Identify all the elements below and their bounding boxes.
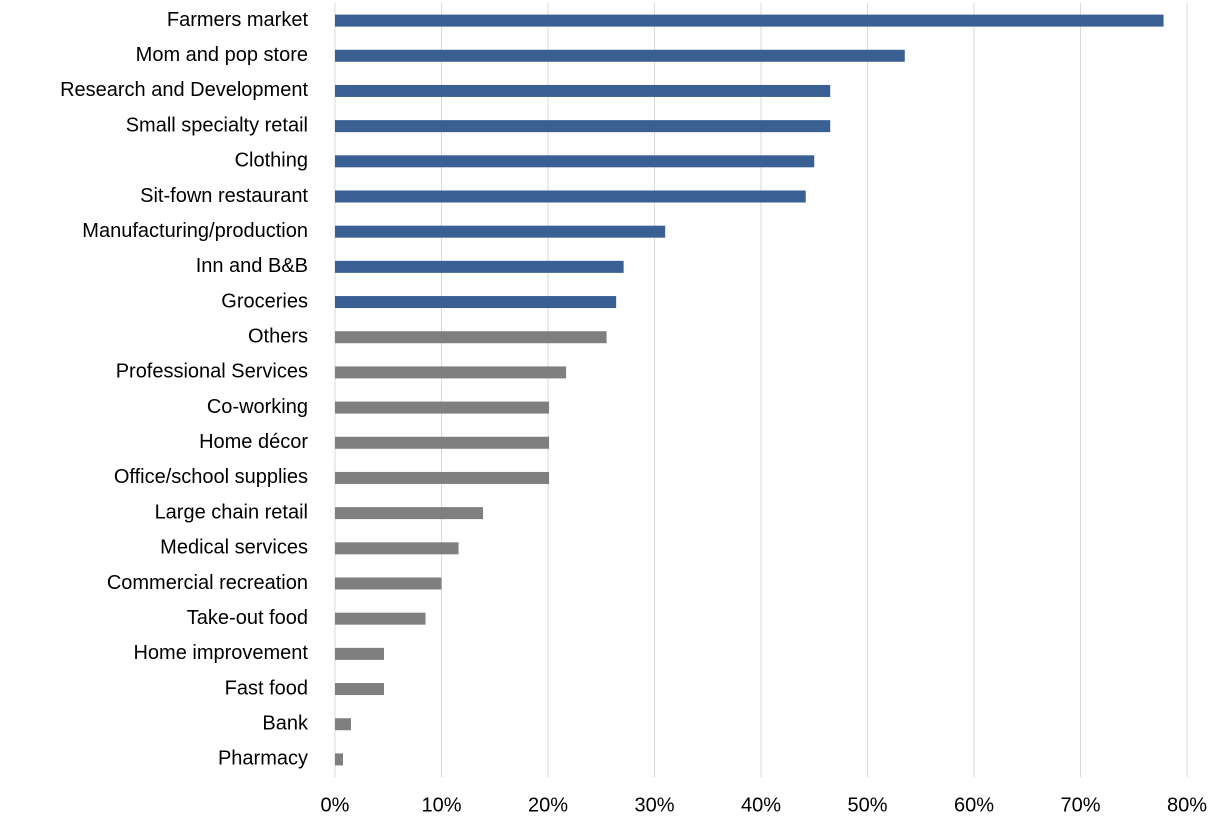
bar	[335, 577, 442, 590]
y-tick-label: Research and Development	[60, 79, 308, 101]
y-tick-label: Large chain retail	[155, 501, 308, 523]
bar	[335, 401, 550, 414]
bar	[335, 753, 343, 766]
bar	[335, 84, 831, 97]
y-tick-label: Pharmacy	[218, 748, 308, 770]
y-tick-label: Small specialty retail	[126, 114, 308, 136]
bar	[335, 683, 384, 696]
y-tick-label: Farmers market	[167, 9, 309, 31]
x-tick-label: 10%	[421, 794, 461, 816]
bar	[335, 225, 666, 238]
y-tick-label: Manufacturing/production	[82, 220, 308, 242]
bar	[335, 366, 567, 379]
bar	[335, 542, 459, 555]
bar	[335, 260, 624, 273]
y-tick-label: Take-out food	[187, 607, 308, 629]
bar	[335, 155, 815, 168]
y-tick-label: Sit-fown restaurant	[140, 185, 308, 207]
x-tick-label: 50%	[847, 794, 887, 816]
y-tick-label: Home décor	[199, 431, 308, 453]
y-tick-label: Professional Services	[116, 361, 308, 383]
bar	[335, 120, 831, 133]
y-tick-label: Clothing	[235, 150, 308, 172]
x-tick-label: 0%	[321, 794, 350, 816]
y-tick-label: Commercial recreation	[107, 572, 308, 594]
bar	[335, 49, 905, 62]
y-tick-label: Inn and B&B	[196, 255, 308, 277]
y-tick-label: Office/school supplies	[114, 466, 308, 488]
bar	[335, 331, 607, 344]
bar	[335, 436, 550, 449]
bar	[335, 471, 550, 484]
x-tick-label: 30%	[634, 794, 674, 816]
bar	[335, 718, 351, 731]
y-tick-label: Home improvement	[133, 642, 308, 664]
bar	[335, 296, 617, 309]
x-tick-label: 60%	[954, 794, 994, 816]
bar	[335, 507, 484, 520]
x-tick-label: 20%	[528, 794, 568, 816]
bar	[335, 14, 1164, 27]
bar	[335, 647, 384, 660]
y-tick-label: Bank	[262, 713, 309, 735]
x-tick-label: 70%	[1060, 794, 1100, 816]
y-tick-label: Medical services	[160, 537, 308, 559]
y-tick-label: Mom and pop store	[136, 44, 308, 66]
bar	[335, 190, 806, 203]
y-tick-label: Others	[248, 326, 308, 348]
y-tick-label: Fast food	[225, 677, 308, 699]
y-tick-label: Co-working	[207, 396, 308, 418]
x-tick-label: 40%	[741, 794, 781, 816]
x-tick-label: 80%	[1167, 794, 1207, 816]
y-tick-label: Groceries	[221, 290, 308, 312]
bar	[335, 612, 426, 625]
